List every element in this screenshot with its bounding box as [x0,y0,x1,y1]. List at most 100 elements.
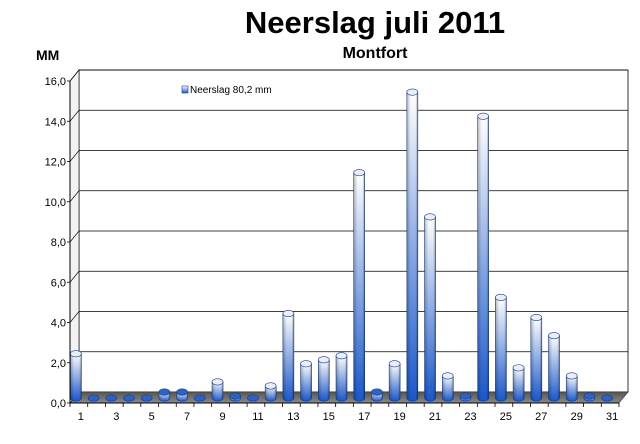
bar-top [158,388,171,396]
axes-layer: 0,02,04,06,08,010,012,014,016,01 3 5 7 9 11 13… [45,76,620,423]
y-tick-label: 4,0 [51,318,66,330]
y-tick-label: 2,0 [51,358,66,370]
y-gridline-side [69,271,80,283]
bar-shading [513,367,525,402]
chart-subtitle: Montfort [343,45,409,62]
bar [264,382,277,402]
bar-top [211,378,224,386]
bar-shading [300,363,312,402]
bar-top [318,356,330,364]
bar [424,213,436,402]
bar-top [512,364,525,372]
bar-shading [265,385,277,402]
x-tick-label: 11 [252,411,263,423]
bar [459,392,472,402]
bar [300,360,312,402]
bar [335,352,348,402]
bar-top [406,88,419,96]
x-tick-label: 3 [113,411,119,423]
y-gridline-side [69,69,80,82]
y-tick-label: 12,0 [45,157,66,169]
y-gridline-side [69,311,80,323]
x-tick-label: 25 [500,411,512,423]
x-tick-label: 17 [358,411,370,423]
bar-top [530,313,543,321]
bar-top [565,372,578,380]
bar-shading [406,92,418,402]
bar [229,392,242,402]
bar [477,112,489,402]
bar-shading [318,359,330,402]
y-axis-label: MM [36,47,59,63]
bar-top [335,352,348,360]
bar [176,388,188,402]
bar-top [264,382,277,390]
bar [282,309,295,402]
bar-top [176,388,188,396]
bar [105,394,118,402]
bar-top [123,394,135,402]
bar-top [388,360,401,368]
x-tick-label: 1 [78,411,84,423]
grid-layer [69,69,629,404]
plot-floor [69,391,629,404]
bar-shading [566,375,578,402]
x-tick-label: 13 [287,411,299,423]
bar [565,372,578,402]
bar-top [70,350,82,358]
bar-top [140,394,153,402]
bar-top [247,394,259,402]
legend-swatch [181,85,189,94]
bar [140,394,153,402]
y-gridline-side [69,230,80,243]
y-tick-label: 14,0 [45,116,66,128]
bar-top [583,392,596,400]
bar-shading [389,363,401,402]
bar [158,388,171,402]
bar-shading [477,116,489,402]
bar-top [441,372,454,380]
bar [371,388,383,402]
bar [441,372,454,402]
bar-top [477,112,489,120]
bars-layer [70,88,613,402]
bar-top [601,394,613,402]
y-tick-label: 6,0 [51,277,66,289]
bar-top [371,388,383,396]
bar-top [300,360,312,368]
x-tick-label: 23 [464,411,476,423]
bar-top [194,394,206,402]
bar [70,350,82,402]
bar-shading [495,297,507,402]
bar [87,394,100,402]
bar [406,88,419,402]
bar [123,394,135,402]
bar-shading [424,216,436,402]
x-tick-label: 9 [219,411,225,423]
bar [512,364,525,402]
y-tick-label: 0,0 [51,398,66,410]
x-tick-label: 15 [323,411,335,423]
bar-shading [282,313,294,402]
y-tick-label: 16,0 [45,76,66,88]
y-gridline-side [69,190,80,202]
x-tick-label: 27 [535,411,547,423]
bar [495,293,507,402]
bar-shading [70,353,82,402]
x-tick-label: 21 [429,411,441,423]
x-tick-label: 31 [606,411,618,423]
bar-top [353,169,365,177]
y-tick-label: 10,0 [45,197,66,209]
x-tick-label: 29 [571,411,583,423]
bar-top [424,213,436,221]
bar-top [87,394,100,402]
bar-top [282,309,295,317]
bar [601,394,613,402]
bar [548,332,560,402]
bar-shading [353,172,365,402]
legend-label: Neerslag 80,2 mm [190,85,272,96]
bar-shading [530,317,542,402]
bar-top [229,392,242,400]
x-tick-label: 7 [184,411,190,423]
